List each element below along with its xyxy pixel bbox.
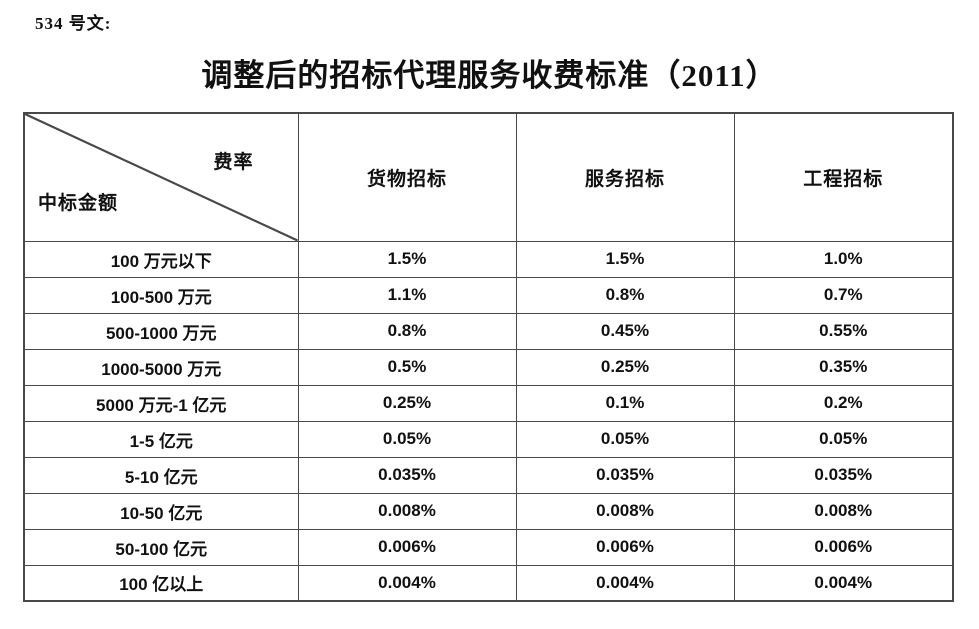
fee-value: 1.1%: [297, 276, 517, 314]
fee-table: 费率 中标金额 货物招标 服务招标 工程招标 100 万元以下 1.5% 1.5…: [23, 112, 954, 602]
table-row: 1000-5000 万元 0.5% 0.25% 0.35%: [23, 348, 954, 386]
page-title: 调整后的招标代理服务收费标准（2011）: [201, 58, 778, 93]
fee-value: 0.05%: [297, 420, 517, 458]
table-row: 5000 万元-1 亿元 0.25% 0.1% 0.2%: [23, 384, 954, 422]
fee-value: 0.05%: [515, 420, 735, 458]
diagonal-divider-line: [25, 114, 297, 240]
fee-value: 0.035%: [297, 456, 517, 494]
corner-cell: 费率 中标金额: [23, 112, 299, 242]
row-label: 1000-5000 万元: [23, 348, 299, 386]
row-label: 100 万元以下: [23, 240, 299, 278]
table-row: 100 万元以下 1.5% 1.5% 1.0%: [23, 240, 954, 278]
fee-value: 0.008%: [733, 492, 954, 530]
column-header-goods: 货物招标: [297, 112, 517, 242]
table-row: 500-1000 万元 0.8% 0.45% 0.55%: [23, 312, 954, 350]
fee-value: 1.0%: [733, 240, 954, 278]
column-header-engineering: 工程招标: [733, 112, 954, 242]
fee-value: 0.035%: [515, 456, 735, 494]
table-row: 10-50 亿元 0.008% 0.008% 0.008%: [23, 492, 954, 530]
corner-amount-label: 中标金额: [38, 192, 119, 214]
row-label: 500-1000 万元: [23, 312, 299, 350]
row-label: 10-50 亿元: [23, 492, 299, 530]
fee-value: 0.7%: [733, 276, 954, 314]
fee-value: 0.05%: [733, 420, 954, 458]
fee-value: 1.5%: [297, 240, 517, 278]
fee-value: 0.35%: [733, 348, 954, 386]
table-row: 1-5 亿元 0.05% 0.05% 0.05%: [23, 420, 954, 458]
fee-value: 0.004%: [515, 564, 735, 602]
row-label: 5000 万元-1 亿元: [23, 384, 299, 422]
fee-value: 0.5%: [297, 348, 517, 386]
fee-value: 0.25%: [515, 348, 735, 386]
fee-value: 0.25%: [297, 384, 517, 422]
fee-value: 0.8%: [515, 276, 735, 314]
table-row: 100-500 万元 1.1% 0.8% 0.7%: [23, 276, 954, 314]
row-label: 50-100 亿元: [23, 528, 299, 566]
table-row: 5-10 亿元 0.035% 0.035% 0.035%: [23, 456, 954, 494]
fee-value: 0.2%: [733, 384, 954, 422]
fee-value: 0.035%: [733, 456, 954, 494]
column-header-services: 服务招标: [515, 112, 735, 242]
fee-value: 1.5%: [515, 240, 735, 278]
doc-ref: 534 号文:: [35, 14, 112, 33]
fee-value: 0.1%: [515, 384, 735, 422]
fee-value: 0.008%: [515, 492, 735, 530]
fee-value: 0.45%: [515, 312, 735, 350]
row-label: 1-5 亿元: [23, 420, 299, 458]
fee-value: 0.004%: [733, 564, 954, 602]
table-header-row: 费率 中标金额 货物招标 服务招标 工程招标: [23, 112, 954, 242]
fee-value: 0.008%: [297, 492, 517, 530]
corner-rate-label: 费率: [213, 152, 254, 173]
row-label: 100-500 万元: [23, 276, 299, 314]
fee-value: 0.8%: [297, 312, 517, 350]
fee-value: 0.006%: [515, 528, 735, 566]
row-label: 100 亿以上: [23, 564, 299, 602]
fee-value: 0.55%: [733, 312, 954, 350]
fee-value: 0.006%: [733, 528, 954, 566]
table-row: 50-100 亿元 0.006% 0.006% 0.006%: [23, 528, 954, 566]
row-label: 5-10 亿元: [23, 456, 299, 494]
fee-value: 0.006%: [297, 528, 517, 566]
fee-value: 0.004%: [297, 564, 517, 602]
table-row: 100 亿以上 0.004% 0.004% 0.004%: [23, 564, 954, 602]
